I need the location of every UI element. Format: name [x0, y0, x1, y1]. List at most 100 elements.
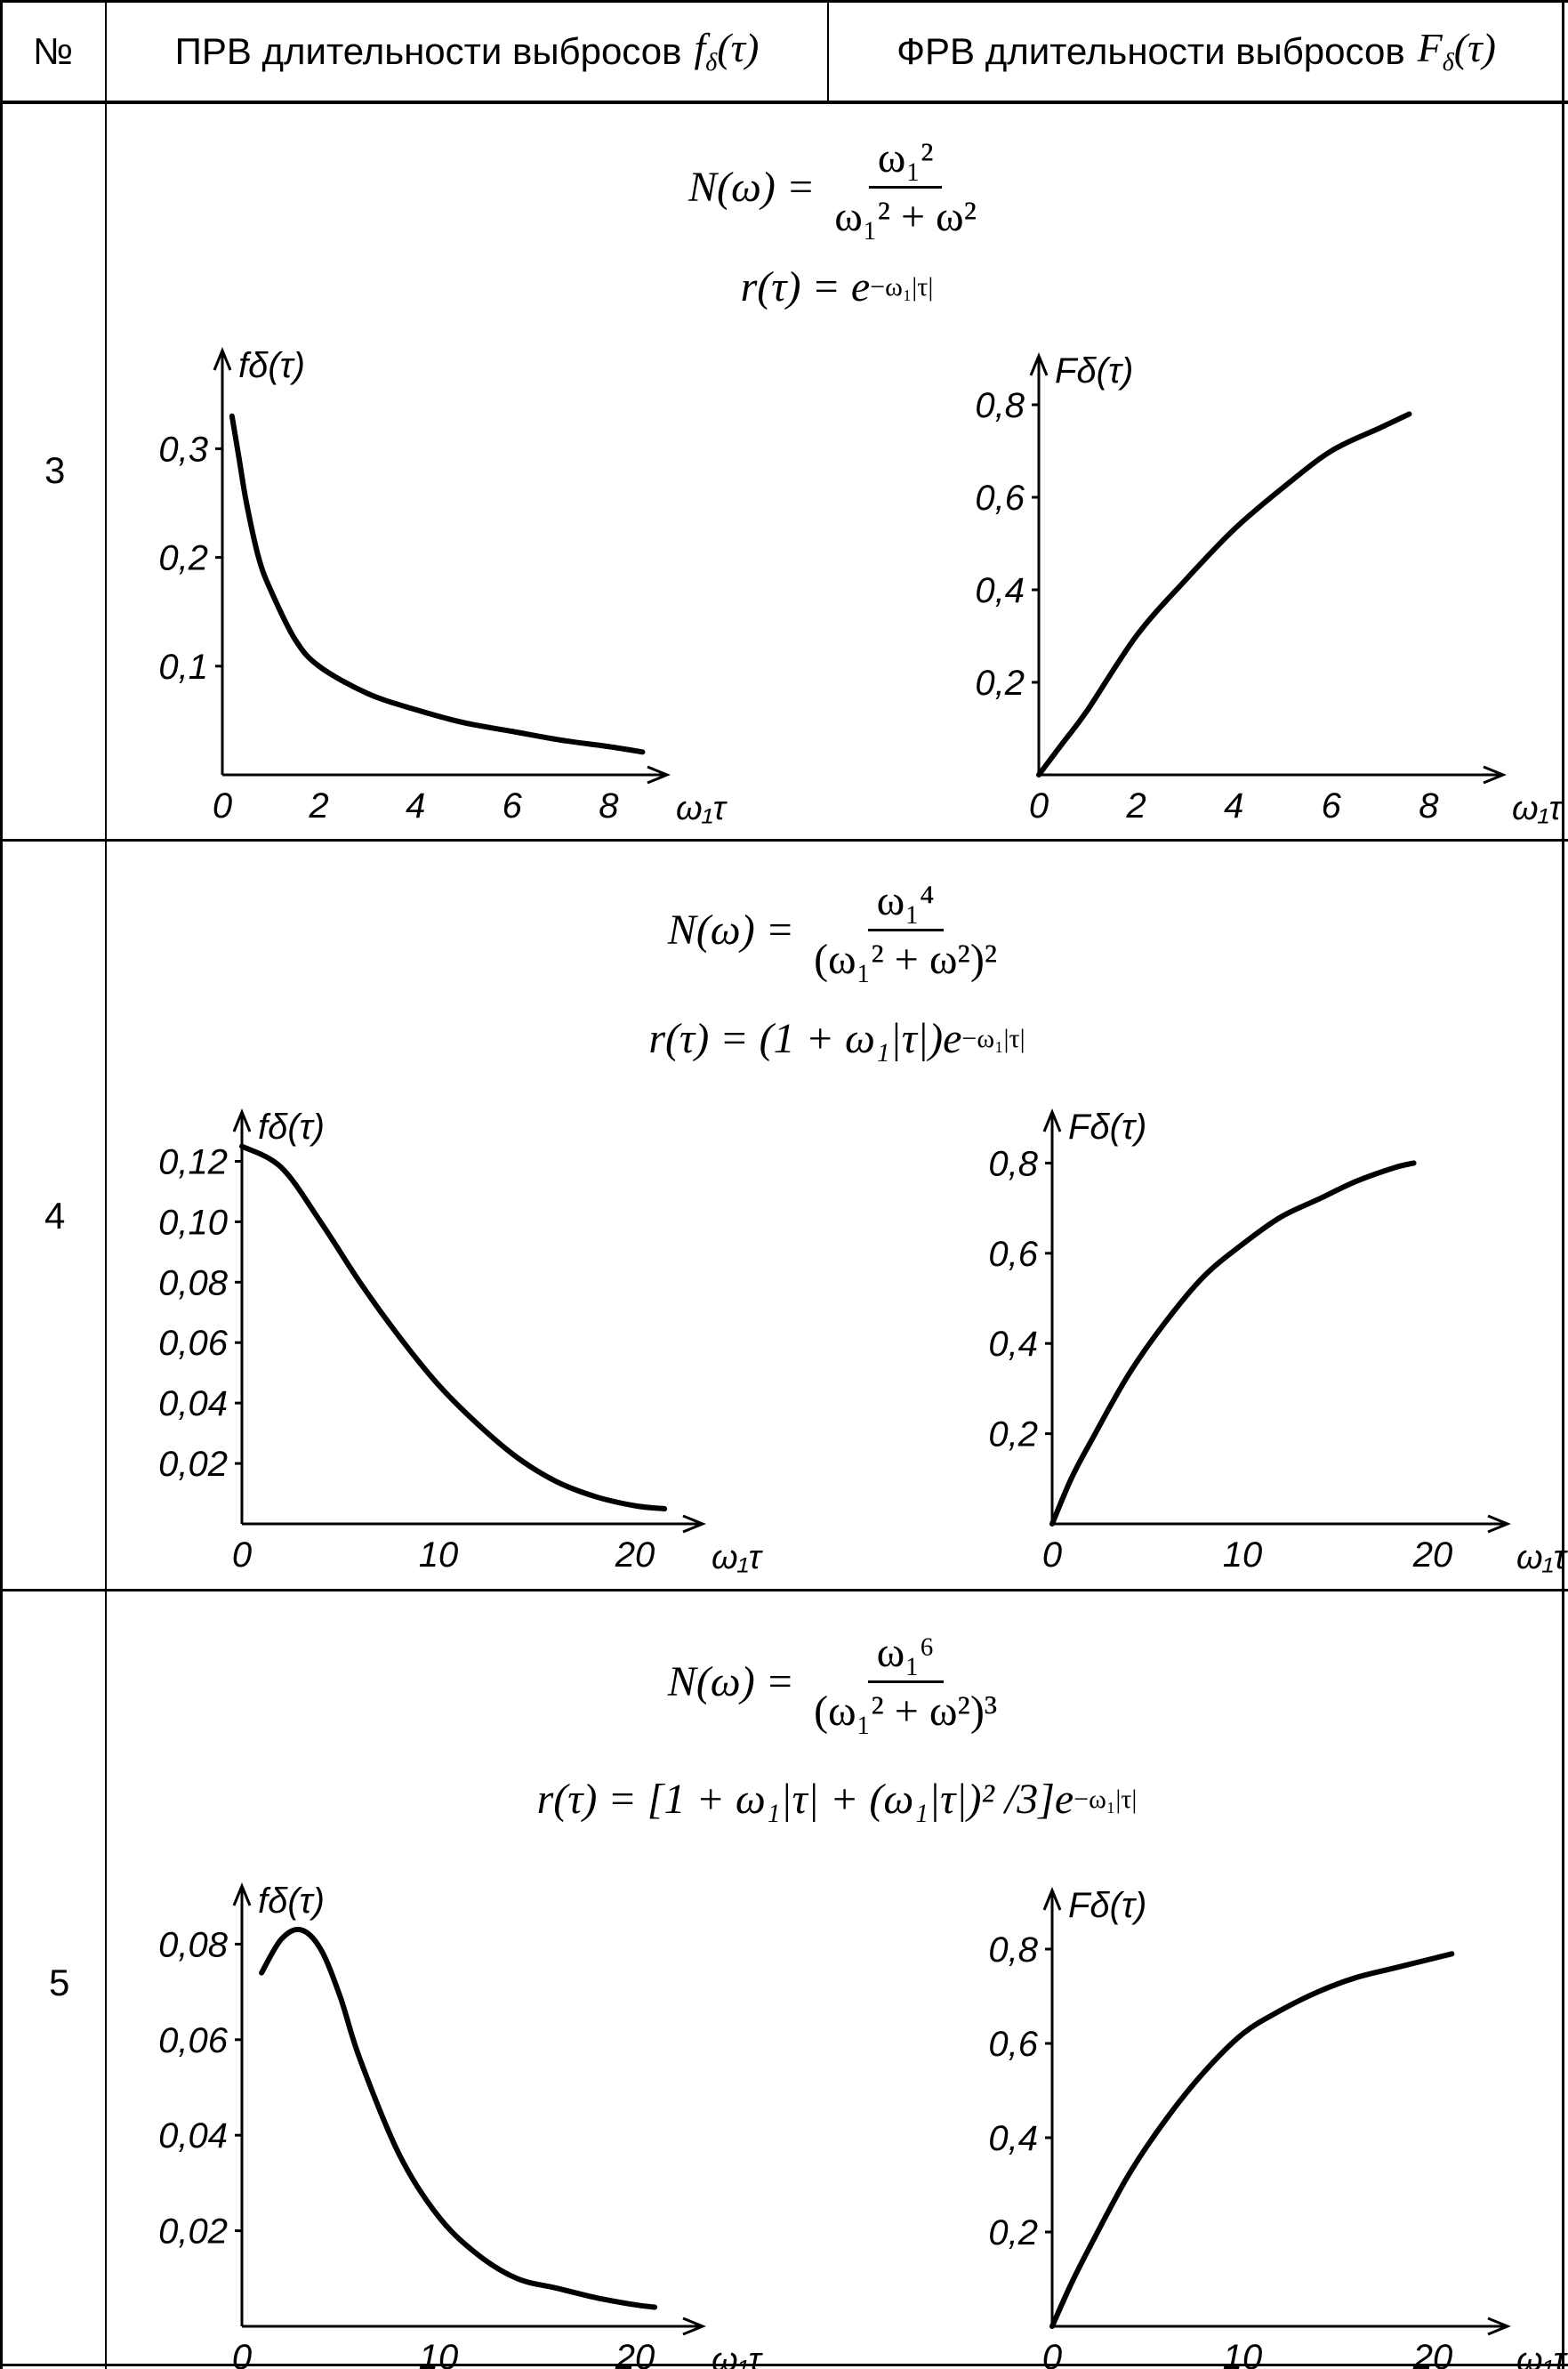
- cdf-symbol: Fδ(τ): [1418, 24, 1496, 77]
- correlation-formula: r(τ) = (1 + ω₁|τ|)e −ω₁|τ|: [106, 1014, 1568, 1063]
- header-cdf: ФРВ длительности выбросов Fδ(τ): [828, 0, 1564, 102]
- x-tick-label: 0: [232, 1535, 252, 1575]
- table-border-bottom: [0, 2364, 1568, 2366]
- chart: 0 10 20 0,02 0,04 0,06 0,08 0,10 0,12 fδ(τ) ω₁τ: [158, 1108, 763, 1576]
- header-number-label: №: [32, 29, 74, 72]
- header-pdf: ПРВ длительности выбросов fδ(τ): [106, 0, 828, 102]
- row-divider: [0, 839, 1568, 842]
- x-tick-label: 4: [406, 786, 425, 826]
- fraction: ω₁² ω₁² + ω²: [825, 133, 985, 241]
- formula-base: r(τ) = [1 + ω₁|τ| + (ω₁|τ|)² /3]e: [536, 1776, 1074, 1823]
- formula-exponent: −ω₁|τ|: [870, 271, 934, 302]
- y-tick-label: 0,8: [988, 1144, 1038, 1183]
- x-axis-arrow-icon: [682, 1514, 706, 1534]
- y-tick-label: 0,4: [988, 2119, 1038, 2158]
- table-border-right: [1562, 0, 1564, 2369]
- header-number: №: [0, 0, 106, 102]
- table-border-top: [0, 0, 1568, 3]
- x-axis-arrow-icon: [1483, 765, 1507, 785]
- y-tick-label: 0,2: [988, 2213, 1038, 2252]
- fraction-denominator: (ω₁² + ω²)²: [814, 936, 998, 983]
- row-number: 5: [49, 1962, 70, 2003]
- x-tick-label: 10: [1223, 1535, 1263, 1575]
- y-tick-label: 0,08: [158, 1263, 229, 1302]
- x-tick-label: 8: [1419, 786, 1439, 826]
- x-tick-label: 8: [599, 786, 619, 826]
- y-tick-label: 0,04: [158, 2116, 228, 2155]
- y-axis-label: Fδ(τ): [1055, 351, 1133, 391]
- x-axis-arrow-icon: [682, 2317, 706, 2336]
- y-tick-label: 0,2: [975, 664, 1025, 703]
- y-tick-label: 0,4: [975, 571, 1025, 610]
- column-divider-number: [105, 0, 107, 2369]
- cdf-symbol-sub: δ: [1442, 49, 1454, 77]
- chart: 0 2 4 6 8 0,1 0,2 0,3 fδ(τ) ω₁τ: [158, 346, 728, 827]
- fraction-denominator: ω₁² + ω²: [834, 193, 977, 240]
- formula-exponent: −ω₁|τ|: [1073, 1784, 1138, 1814]
- y-tick-label: 0,8: [975, 386, 1025, 425]
- x-tick-label: 10: [1223, 2338, 1263, 2369]
- x-tick-label: 20: [615, 1535, 655, 1575]
- y-tick-label: 0,06: [158, 2021, 229, 2060]
- y-tick-label: 0,6: [988, 2025, 1038, 2064]
- y-tick-label: 0,1: [158, 648, 208, 687]
- x-tick-label: 6: [1322, 786, 1342, 826]
- y-tick-label: 0,08: [158, 1925, 229, 1964]
- x-axis-arrow-icon: [647, 765, 671, 785]
- y-axis-arrow-icon: [1042, 1887, 1062, 1911]
- cdf-symbol-letter: F: [1417, 25, 1443, 71]
- chart: 0 10 20 0,02 0,04 0,06 0,08 fδ(τ) ω₁τ: [158, 1882, 763, 2369]
- y-axis-arrow-icon: [213, 347, 232, 371]
- y-tick-label: 0,6: [988, 1235, 1038, 1274]
- x-tick-label: 0: [1042, 1535, 1062, 1575]
- chart: 0 10 20 0,2 0,4 0,6 0,8 Fδ(τ) ω₁τ: [988, 1108, 1568, 1576]
- y-tick-label: 0,10: [158, 1203, 228, 1242]
- y-tick-label: 0,3: [158, 430, 208, 469]
- x-axis-label: ω₁τ: [676, 790, 728, 827]
- x-tick-label: 2: [1125, 786, 1146, 826]
- x-tick-label: 0: [232, 2338, 252, 2369]
- y-tick-label: 0,4: [988, 1325, 1038, 1364]
- pdf-symbol-sub: δ: [705, 49, 718, 77]
- fraction: ω₁⁶ (ω₁² + ω²)³: [805, 1628, 1006, 1736]
- column-divider-header: [827, 0, 829, 102]
- formula-base: r(τ) = (1 + ω₁|τ|)e: [648, 1015, 962, 1062]
- y-tick-label: 0,04: [158, 1384, 228, 1423]
- data-curve: [239, 1143, 668, 1512]
- formula-exponent: −ω₁|τ|: [961, 1023, 1025, 1053]
- y-axis-arrow-icon: [232, 1108, 252, 1132]
- header-pdf-label: ПРВ длительности выбросов: [174, 29, 682, 72]
- y-tick-label: 0,12: [158, 1142, 228, 1181]
- y-axis-label: fδ(τ): [258, 1882, 325, 1921]
- y-tick-label: 0,02: [158, 2212, 228, 2252]
- formula-base: r(τ) = e: [740, 263, 871, 310]
- x-axis-arrow-icon: [1487, 1514, 1511, 1534]
- y-axis-label: Fδ(τ): [1068, 1108, 1146, 1147]
- chart: 0 2 4 6 8 0,2 0,4 0,6 0,8 Fδ(τ) ω₁τ: [975, 351, 1564, 827]
- x-tick-label: 20: [1412, 2338, 1453, 2369]
- y-tick-label: 0,8: [988, 1930, 1038, 1970]
- y-axis-label: Fδ(τ): [1068, 1886, 1146, 1925]
- fraction-numerator: ω₁⁴: [867, 876, 944, 931]
- data-curve: [1049, 1951, 1455, 2329]
- x-tick-label: 0: [1029, 786, 1049, 826]
- x-axis-arrow-icon: [1487, 2317, 1511, 2336]
- x-axis-label: ω₁τ: [1516, 1539, 1568, 1576]
- y-tick-label: 0,2: [158, 539, 208, 578]
- data-curve: [259, 1926, 658, 2310]
- x-axis-label: ω₁τ: [1516, 2341, 1568, 2369]
- pdf-symbol: fδ(τ): [694, 24, 759, 77]
- row-number: 3: [44, 449, 66, 491]
- y-axis-label: fδ(τ): [238, 346, 305, 385]
- spectrum-formula: N(ω) = ω₁⁶ (ω₁² + ω²)³: [106, 1628, 1568, 1736]
- x-tick-label: 6: [503, 786, 523, 826]
- data-curve: [1049, 1160, 1417, 1527]
- correlation-formula: r(τ) = e −ω₁|τ|: [106, 262, 1568, 311]
- x-tick-label: 10: [419, 1535, 459, 1575]
- x-tick-label: 10: [419, 2338, 459, 2369]
- y-tick-label: 0,02: [158, 1445, 228, 1484]
- x-axis-label: ω₁τ: [712, 1539, 764, 1576]
- pdf-symbol-letter: f: [694, 25, 706, 71]
